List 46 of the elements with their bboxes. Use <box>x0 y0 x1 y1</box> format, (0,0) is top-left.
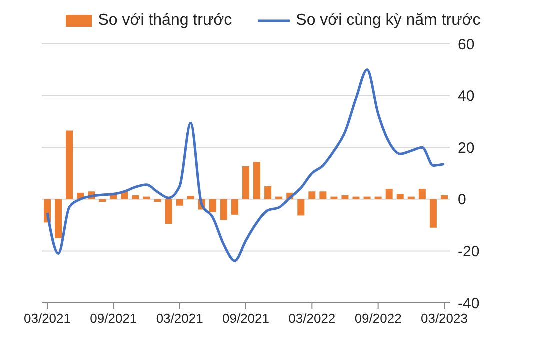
bar <box>99 199 106 202</box>
y-tick-label: 60 <box>458 36 475 54</box>
bar <box>187 196 194 200</box>
y-tick-label: -40 <box>458 295 480 312</box>
bar <box>320 192 327 200</box>
x-tick-label: 03/2023 <box>420 311 468 326</box>
y-tick-label: 40 <box>458 88 475 106</box>
bar <box>220 199 228 220</box>
y-tick-label: -20 <box>458 244 480 261</box>
x-tick-label: 03/2021 <box>24 311 72 326</box>
bar <box>298 199 305 216</box>
bar <box>418 189 426 200</box>
x-tick-label: 09/2021 <box>222 311 270 326</box>
bar <box>254 162 261 200</box>
x-tick-label: 03/2022 <box>288 311 336 326</box>
x-tick-label: 09/2022 <box>354 311 402 326</box>
bar <box>330 196 338 200</box>
y-tick-label: 20 <box>458 140 475 157</box>
bar <box>352 196 360 200</box>
bar <box>154 199 162 202</box>
bar <box>308 192 316 200</box>
x-tick-label: 03/2021 <box>156 311 204 326</box>
y-tick-label: 0 <box>458 192 466 209</box>
bar <box>374 196 382 200</box>
legend-label: So với cùng kỳ năm trước <box>295 12 481 30</box>
bar <box>396 194 404 200</box>
x-tick-label: 09/2021 <box>90 311 138 326</box>
bar <box>440 196 448 200</box>
legend-label: So với tháng trước <box>97 12 232 30</box>
bar <box>342 196 349 200</box>
bar <box>165 199 172 224</box>
bar <box>209 199 216 212</box>
bar <box>143 196 150 200</box>
bar <box>132 196 140 200</box>
bar <box>276 196 283 200</box>
bar <box>55 199 62 238</box>
bar <box>176 199 184 206</box>
bar <box>430 199 437 228</box>
bar <box>364 196 371 200</box>
bar <box>231 199 238 215</box>
bar <box>386 189 393 200</box>
bar <box>408 196 415 200</box>
bar <box>242 166 250 200</box>
bar <box>264 186 272 200</box>
line-series <box>46 68 446 262</box>
bar <box>66 130 74 200</box>
